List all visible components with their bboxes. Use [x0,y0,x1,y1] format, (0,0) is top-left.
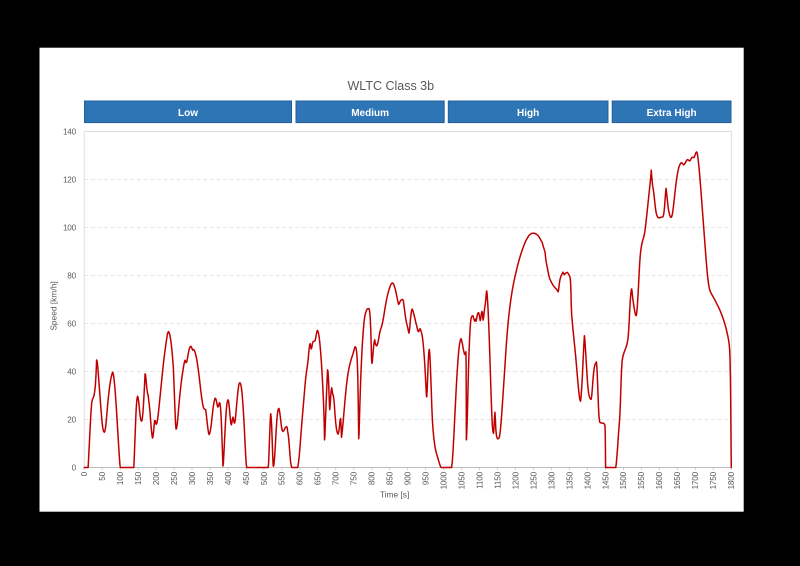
svg-text:1600: 1600 [655,471,664,489]
svg-text:WLTC Class 3b: WLTC Class 3b [348,79,435,93]
svg-text:1100: 1100 [475,471,484,488]
svg-text:Low: Low [178,108,198,119]
svg-text:750: 750 [350,471,359,485]
svg-text:1250: 1250 [529,471,538,489]
svg-text:900: 900 [404,471,413,485]
svg-text:700: 700 [332,471,341,485]
svg-text:High: High [517,108,539,119]
svg-text:300: 300 [188,471,197,485]
svg-text:1650: 1650 [673,471,682,489]
svg-text:400: 400 [224,471,233,485]
svg-text:Speed [km/h]: Speed [km/h] [49,281,59,330]
svg-text:1050: 1050 [458,471,467,489]
svg-text:1200: 1200 [511,471,520,489]
svg-text:20: 20 [67,416,76,425]
svg-text:Medium: Medium [351,108,389,119]
svg-text:0: 0 [72,464,77,473]
svg-text:50: 50 [98,471,107,480]
svg-text:1450: 1450 [601,471,610,489]
svg-text:1550: 1550 [637,471,646,489]
svg-text:Time [s]: Time [s] [380,490,409,500]
svg-text:1700: 1700 [691,471,700,489]
svg-text:100: 100 [63,224,77,233]
svg-text:800: 800 [368,471,377,485]
svg-text:1400: 1400 [583,471,592,489]
svg-text:1750: 1750 [709,471,718,489]
svg-text:250: 250 [170,471,179,485]
svg-text:1300: 1300 [547,471,556,489]
svg-text:1350: 1350 [565,471,574,489]
svg-text:950: 950 [422,471,431,485]
svg-text:0: 0 [80,471,89,476]
svg-text:120: 120 [63,176,77,185]
svg-text:550: 550 [278,471,287,485]
svg-text:600: 600 [296,471,305,485]
svg-text:80: 80 [67,272,76,281]
svg-text:850: 850 [386,471,395,485]
svg-text:200: 200 [152,471,161,485]
svg-text:Extra High: Extra High [647,108,697,119]
svg-text:1000: 1000 [440,471,449,489]
svg-text:100: 100 [116,471,125,485]
svg-text:150: 150 [134,471,143,485]
svg-text:350: 350 [206,471,215,485]
svg-text:500: 500 [260,471,269,485]
svg-text:650: 650 [314,471,323,485]
svg-text:1500: 1500 [619,471,628,489]
svg-text:40: 40 [67,368,76,377]
svg-text:60: 60 [67,320,76,329]
svg-text:1800: 1800 [727,471,736,489]
svg-text:140: 140 [63,128,77,137]
svg-text:1150: 1150 [493,471,502,488]
svg-text:450: 450 [242,471,251,485]
